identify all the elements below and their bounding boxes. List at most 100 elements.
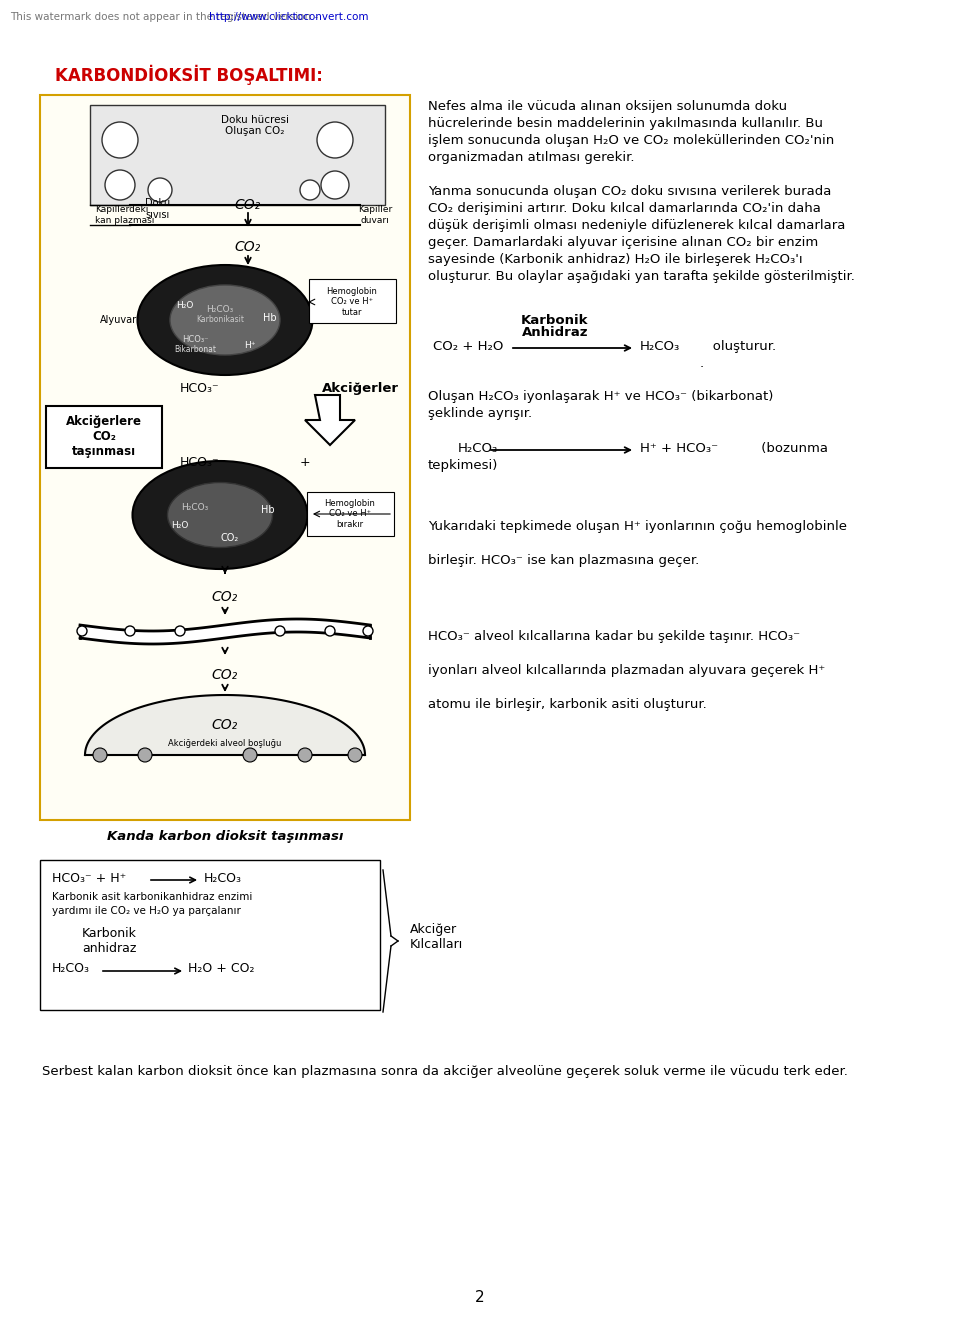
Text: HCO₃⁻: HCO₃⁻ <box>180 383 220 395</box>
Text: işlem sonucunda oluşan H₂O ve CO₂ moleküllerinden CO₂'nin: işlem sonucunda oluşan H₂O ve CO₂ molekü… <box>428 135 834 147</box>
Text: CO₂: CO₂ <box>212 668 238 682</box>
FancyBboxPatch shape <box>309 279 396 323</box>
Text: Doku hücresi: Doku hücresi <box>221 115 289 125</box>
Text: hücrelerinde besin maddelerinin yakılmasında kullanılır. Bu: hücrelerinde besin maddelerinin yakılmas… <box>428 117 823 131</box>
Text: Hemoglobin
CO₂ ve H⁺
bırakır: Hemoglobin CO₂ ve H⁺ bırakır <box>324 499 375 529</box>
Text: CO₂ + H₂O: CO₂ + H₂O <box>433 340 503 353</box>
Circle shape <box>321 171 349 199</box>
Text: anhidraz: anhidraz <box>82 942 136 954</box>
Ellipse shape <box>137 265 313 375</box>
Text: HCO₃⁻: HCO₃⁻ <box>181 336 208 344</box>
Text: .: . <box>700 357 704 371</box>
Circle shape <box>243 748 257 762</box>
Text: +: + <box>300 456 310 469</box>
Text: Karbonik asit karbonikanhidraz enzimi: Karbonik asit karbonikanhidraz enzimi <box>52 892 252 902</box>
Circle shape <box>77 627 87 636</box>
Circle shape <box>93 748 107 762</box>
Text: H₂CO₃: H₂CO₃ <box>206 305 233 315</box>
Text: Karbonik: Karbonik <box>521 315 588 327</box>
Text: Doku
sıvısı: Doku sıvısı <box>145 199 171 220</box>
Text: atomu ile birleşir, karbonik asiti oluşturur.: atomu ile birleşir, karbonik asiti oluşt… <box>428 698 707 710</box>
Text: düşük derişimli olması nedeniyle difüzlenerek kılcal damarlara: düşük derişimli olması nedeniyle difüzle… <box>428 219 846 232</box>
Text: HCO₃⁻ + H⁺: HCO₃⁻ + H⁺ <box>52 872 127 885</box>
Text: H₂CO₃: H₂CO₃ <box>181 504 208 512</box>
Text: Akciğerlere
CO₂
taşınması: Akciğerlere CO₂ taşınması <box>66 416 142 459</box>
Bar <box>40 95 410 820</box>
Text: CO₂: CO₂ <box>212 591 238 604</box>
Text: Hemoglobin
CO₂ ve H⁺
tutar: Hemoglobin CO₂ ve H⁺ tutar <box>326 287 377 317</box>
Text: Oluşan CO₂: Oluşan CO₂ <box>226 127 285 136</box>
Text: H₂CO₃: H₂CO₃ <box>52 962 90 974</box>
Text: geçer. Damarlardaki alyuvar içerisine alınan CO₂ bir enzim: geçer. Damarlardaki alyuvar içerisine al… <box>428 236 818 249</box>
Text: şeklinde ayrışır.: şeklinde ayrışır. <box>428 407 532 420</box>
Text: H₂O: H₂O <box>177 300 194 309</box>
Circle shape <box>138 748 152 762</box>
FancyBboxPatch shape <box>46 407 162 468</box>
Circle shape <box>102 123 138 159</box>
Text: Bikarbonat: Bikarbonat <box>174 345 216 355</box>
Circle shape <box>325 627 335 636</box>
Text: Akciğerdeki alveol boşluğu: Akciğerdeki alveol boşluğu <box>168 738 281 748</box>
Text: Akciğerler: Akciğerler <box>322 383 398 395</box>
Text: H⁺: H⁺ <box>244 340 255 349</box>
Text: H₂CO₃: H₂CO₃ <box>640 340 681 353</box>
Text: H₂O: H₂O <box>171 520 189 529</box>
Ellipse shape <box>167 483 273 548</box>
Text: 2: 2 <box>475 1290 485 1305</box>
Text: Yukarıdaki tepkimede oluşan H⁺ iyonlarının çoğu hemoglobinle: Yukarıdaki tepkimede oluşan H⁺ iyonların… <box>428 520 847 533</box>
Circle shape <box>317 123 353 159</box>
Text: Yanma sonucunda oluşan CO₂ doku sıvısına verilerek burada: Yanma sonucunda oluşan CO₂ doku sıvısına… <box>428 185 831 199</box>
Bar <box>90 105 385 205</box>
Circle shape <box>300 180 320 200</box>
Text: CO₂ derişimini artırır. Doku kılcal damarlarında CO₂'in daha: CO₂ derişimini artırır. Doku kılcal dama… <box>428 203 821 215</box>
Ellipse shape <box>170 285 280 355</box>
Text: Kapiller
duvarı: Kapiller duvarı <box>358 205 392 225</box>
Text: CO₂: CO₂ <box>235 199 261 212</box>
Text: H⁺ + HCO₃⁻: H⁺ + HCO₃⁻ <box>640 443 718 455</box>
Text: iyonları alveol kılcallarında plazmadan alyuvara geçerek H⁺: iyonları alveol kılcallarında plazmadan … <box>428 664 826 677</box>
Text: This watermark does not appear in the registered version -: This watermark does not appear in the re… <box>10 12 322 23</box>
FancyBboxPatch shape <box>307 492 394 536</box>
Circle shape <box>275 627 285 636</box>
Text: Anhidraz: Anhidraz <box>521 327 588 339</box>
Text: sayesinde (Karbonik anhidraz) H₂O ile birleşerek H₂CO₃'ı: sayesinde (Karbonik anhidraz) H₂O ile bi… <box>428 253 803 267</box>
Polygon shape <box>305 395 355 445</box>
Text: Karbonik: Karbonik <box>82 926 137 940</box>
Circle shape <box>105 171 135 200</box>
Text: tepkimesi): tepkimesi) <box>428 459 498 472</box>
Text: Oluşan H₂CO₃ iyonlaşarak H⁺ ve HCO₃⁻ (bikarbonat): Oluşan H₂CO₃ iyonlaşarak H⁺ ve HCO₃⁻ (bi… <box>428 391 774 403</box>
Text: Serbest kalan karbon dioksit önce kan plazmasına sonra da akciğer alveolüne geçe: Serbest kalan karbon dioksit önce kan pl… <box>42 1065 848 1078</box>
Text: Alyuvar: Alyuvar <box>100 315 137 325</box>
Circle shape <box>125 627 135 636</box>
Circle shape <box>348 748 362 762</box>
Text: Nefes alma ile vücuda alınan oksijen solunumda doku: Nefes alma ile vücuda alınan oksijen sol… <box>428 100 787 113</box>
Circle shape <box>298 748 312 762</box>
Text: birleşir. HCO₃⁻ ise kan plazmasına geçer.: birleşir. HCO₃⁻ ise kan plazmasına geçer… <box>428 555 699 567</box>
Text: H₂CO₃: H₂CO₃ <box>204 872 242 885</box>
Text: Kanda karbon dioksit taşınması: Kanda karbon dioksit taşınması <box>107 830 343 842</box>
Text: yardımı ile CO₂ ve H₂O ya parçalanır: yardımı ile CO₂ ve H₂O ya parçalanır <box>52 906 241 916</box>
Text: HCO₃⁻: HCO₃⁻ <box>180 456 220 469</box>
Text: Akciğer
Kılcalları: Akciğer Kılcalları <box>410 922 464 950</box>
Text: organizmadan atılması gerekir.: organizmadan atılması gerekir. <box>428 151 635 164</box>
Ellipse shape <box>132 461 307 569</box>
Text: Hb: Hb <box>261 505 275 515</box>
Text: Karbonikasit: Karbonikasit <box>196 316 244 324</box>
Circle shape <box>175 627 185 636</box>
Text: CO₂: CO₂ <box>212 718 238 732</box>
Text: http://www.clicktoconvert.com: http://www.clicktoconvert.com <box>209 12 369 23</box>
Text: HCO₃⁻ alveol kılcallarına kadar bu şekilde taşınır. HCO₃⁻: HCO₃⁻ alveol kılcallarına kadar bu şekil… <box>428 631 800 643</box>
Text: (bozunma: (bozunma <box>740 443 828 455</box>
Text: CO₂: CO₂ <box>235 240 261 255</box>
Circle shape <box>363 627 373 636</box>
Text: oluşturur.: oluşturur. <box>700 340 776 353</box>
Text: KARBONDİOKSİT BOŞALTIMI:: KARBONDİOKSİT BOŞALTIMI: <box>55 65 323 85</box>
Text: H₂CO₃: H₂CO₃ <box>458 443 498 455</box>
Circle shape <box>148 179 172 203</box>
Text: oluşturur. Bu olaylar aşağıdaki yan tarafta şekilde gösterilmiştir.: oluşturur. Bu olaylar aşağıdaki yan tara… <box>428 271 854 283</box>
Text: Kapillerdeki
kan plazması: Kapillerdeki kan plazması <box>95 205 155 225</box>
Text: Hb: Hb <box>263 313 276 323</box>
Text: CO₂: CO₂ <box>221 533 239 543</box>
Text: H₂O + CO₂: H₂O + CO₂ <box>188 962 254 974</box>
Bar <box>40 860 380 1010</box>
